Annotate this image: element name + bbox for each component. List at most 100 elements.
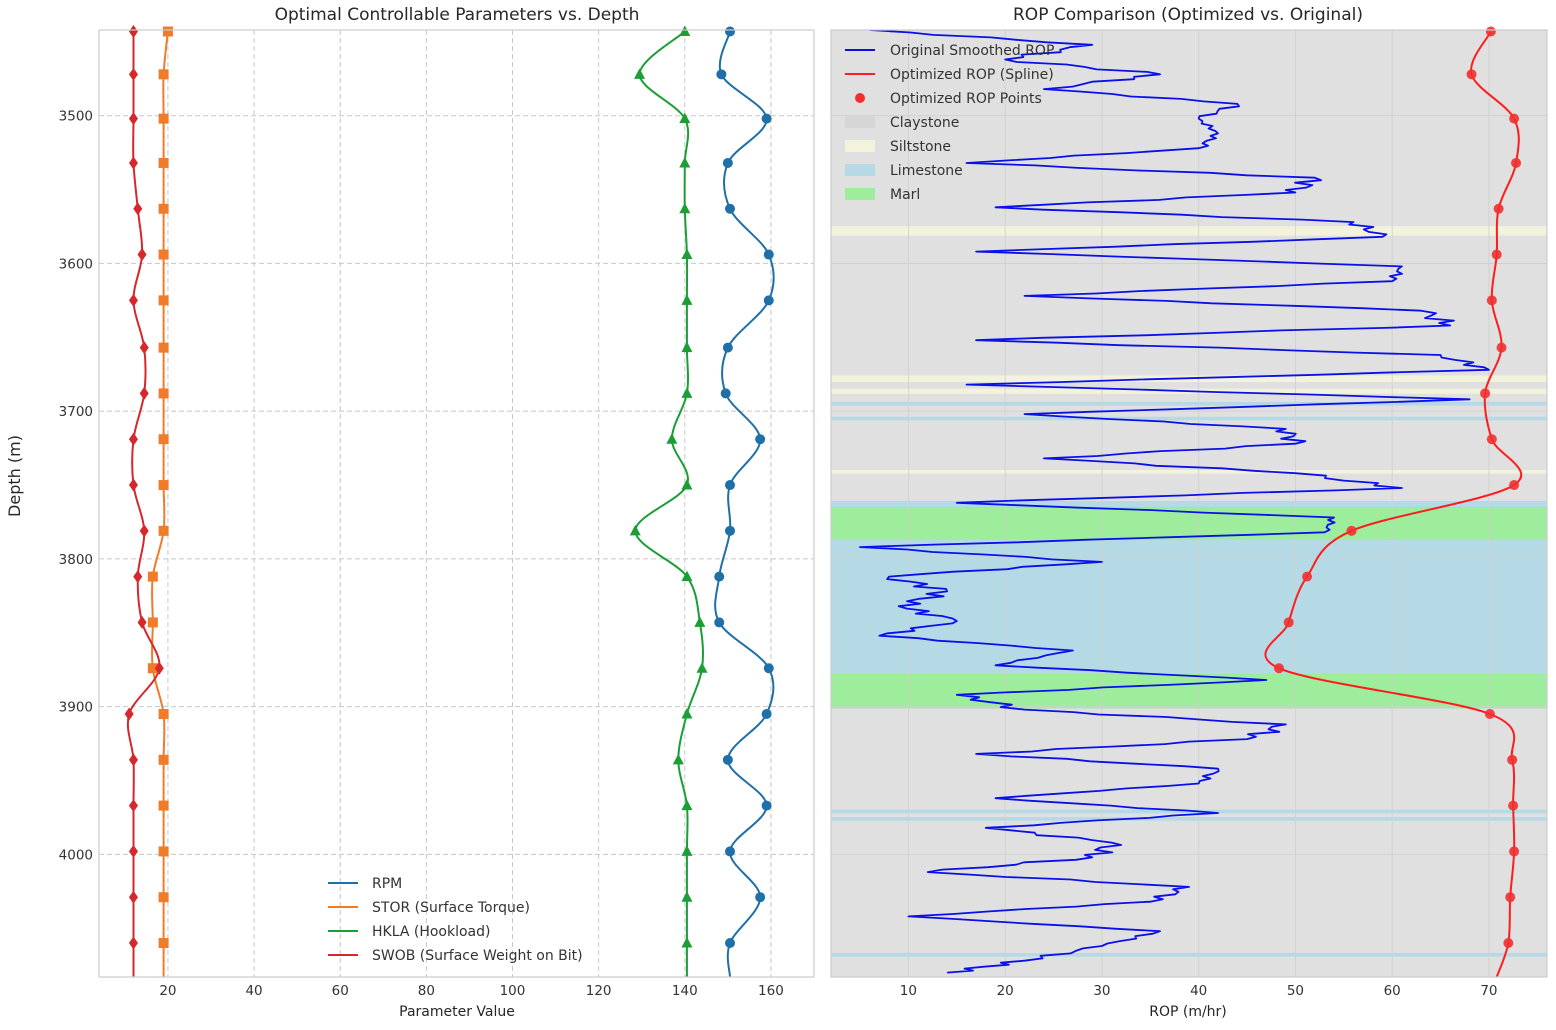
data-point [128,799,138,813]
optimized-rop-point [1511,157,1522,168]
optimized-rop-point [1496,342,1507,353]
data-point [158,800,169,811]
data-point [725,525,736,536]
data-point [158,69,169,80]
data-point [128,156,138,170]
lithology-band-limestone [831,817,1547,821]
optimized-rop-point [1509,113,1520,124]
optimized-rop-point [1485,26,1496,37]
parameters-grid [99,30,814,977]
optimized-rop-point [1508,800,1519,811]
data-point [158,249,169,260]
parameters-chart: Optimal Controllable Parameters vs. Dept… [59,5,815,1020]
y-tick-label: 4000 [59,847,93,863]
rop-chart: ROP Comparison (Optimized vs. Original) … [830,5,1548,1020]
data-point [681,845,693,856]
legend-swatch [855,93,865,103]
legend-swatch [845,188,875,200]
legend-label: Limestone [890,163,963,179]
legend-label: HKLA (Hookload) [372,924,490,940]
rop-legend: Original Smoothed ROP Optimized ROP (Spli… [845,43,1054,203]
rop-chart-title: ROP Comparison (Optimized vs. Original) [1013,5,1363,25]
legend-swatch [845,140,875,152]
data-point [133,570,143,584]
rop-x-ticks: 10 20 30 40 50 60 70 [900,983,1498,999]
data-point [158,295,169,306]
data-point [158,525,169,536]
data-point [694,616,706,627]
parameters-plot-area [99,30,814,977]
data-point [137,615,147,629]
x-tick-label: 40 [245,983,262,999]
data-point [722,342,733,353]
optimized-rop-point [1486,295,1497,306]
data-point [128,112,138,126]
data-point [679,202,691,214]
x-tick-label: 120 [586,983,612,999]
x-tick-label: 20 [159,983,176,999]
x-tick-label: 20 [997,983,1014,999]
data-point [139,386,149,400]
parameters-y-ticks: 3500 3600 3700 3800 3900 4000 [59,109,93,864]
data-point [128,432,138,446]
data-point [128,844,138,858]
data-point [124,707,134,721]
legend-label: RPM [372,876,402,892]
data-point [634,68,646,79]
data-point [629,524,641,536]
parameters-series-markers [124,24,774,950]
rop-plot-frame [830,29,1548,978]
optimized-rop-point [1491,249,1502,260]
lithology-band-limestone [831,953,1547,957]
optimized-rop-point [1283,617,1294,628]
data-point [162,26,173,37]
data-point [681,387,693,398]
lithology-band-siltstone [831,470,1547,474]
optimized-rop-point [1509,480,1520,491]
data-point [128,936,138,950]
data-point [679,156,691,168]
lithology-bands [831,226,1547,957]
data-point [696,662,708,673]
optimized-rop-point [1493,203,1504,214]
lithology-band-siltstone [831,226,1547,236]
data-point [681,937,693,948]
data-point [763,295,774,306]
data-point [158,892,169,903]
data-point [158,480,169,491]
data-point [722,754,733,765]
data-point [128,67,138,81]
optimized-rop-point [1302,571,1313,582]
x-tick-label: 60 [1384,983,1401,999]
data-point [139,341,149,355]
data-point [681,479,693,490]
data-point [158,157,169,168]
x-tick-label: 80 [418,983,435,999]
parameters-x-ticks: 20 40 60 80 100 120 140 160 [159,983,783,999]
data-point [714,617,725,628]
optimized-rop-point [1486,434,1497,445]
data-point [681,570,693,582]
data-point [139,524,149,538]
data-point [158,754,169,765]
x-tick-label: 40 [1190,983,1207,999]
legend-label: STOR (Surface Torque) [372,900,530,916]
lithology-band-limestone [831,539,1547,675]
x-tick-label: 70 [1480,983,1497,999]
x-tick-label: 160 [758,983,784,999]
optimized-rop-point [1505,892,1516,903]
figure-y-axis-label: Depth (m) [5,435,24,517]
data-point [128,753,138,767]
data-point [763,249,774,260]
data-point [672,753,684,765]
data-point [761,113,772,124]
lithology-band-marl [831,673,1547,709]
data-point [158,203,169,214]
original-rop-line [859,30,1490,974]
data-point [158,113,169,124]
legend-swatch [845,116,875,128]
legend-label: Original Smoothed ROP [890,43,1054,59]
y-tick-label: 3900 [59,700,93,716]
data-point [158,434,169,445]
data-point [681,341,693,353]
